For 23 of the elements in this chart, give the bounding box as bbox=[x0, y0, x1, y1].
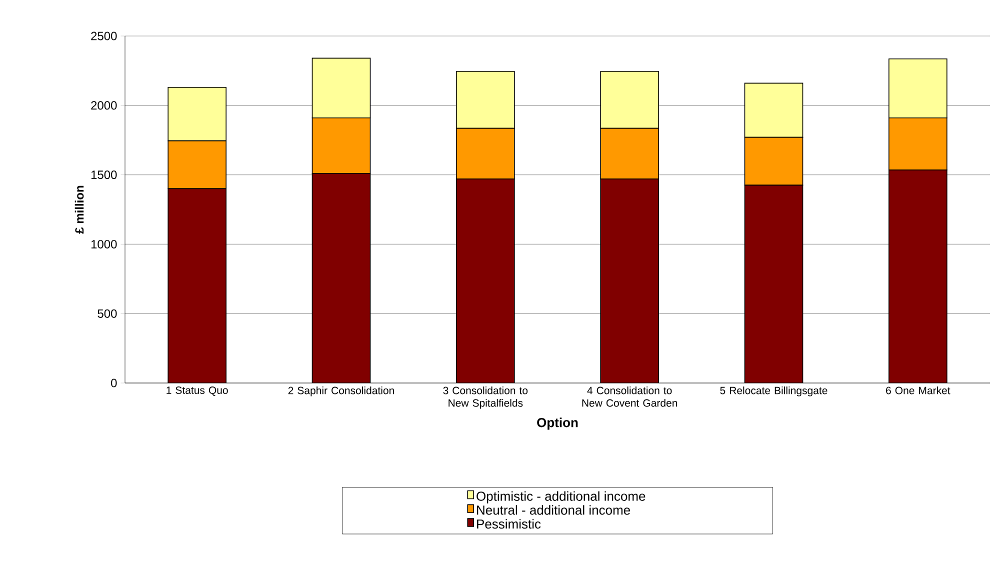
y-tick-label: 0 bbox=[111, 378, 117, 388]
y-axis-title: £ million bbox=[74, 186, 84, 234]
x-tick-label: 4 Consolidation to New Covent Garden bbox=[582, 386, 678, 407]
bar bbox=[456, 178, 515, 383]
bar bbox=[744, 184, 804, 383]
x-tick-label: 1 Status Quo bbox=[166, 386, 228, 396]
y-tick-label: 2000 bbox=[91, 101, 117, 110]
bar bbox=[600, 178, 659, 383]
x-tick-label: 2 Saphir Consolidation bbox=[288, 386, 394, 396]
y-tick-label: 1000 bbox=[91, 240, 117, 248]
x-tick-label: 6 One Market bbox=[886, 386, 950, 394]
legend-label: Pessimistic bbox=[477, 519, 541, 529]
x-tick-label: 5 Relocate Billingsgate bbox=[720, 386, 828, 396]
x-axis-title: Option bbox=[537, 418, 578, 430]
x-tick-label: 3 Consolidation to New Spitalfields bbox=[443, 386, 528, 409]
bar bbox=[888, 170, 948, 383]
y-tick-label: 2500 bbox=[91, 32, 117, 40]
legend-label: Neutral - additional income bbox=[477, 505, 630, 515]
y-tick-label: 500 bbox=[98, 309, 117, 318]
y-tick-label: 1500 bbox=[91, 170, 117, 180]
bar bbox=[312, 173, 371, 383]
bar bbox=[168, 188, 226, 383]
legend-label: Optimistic - additional income bbox=[476, 491, 646, 504]
